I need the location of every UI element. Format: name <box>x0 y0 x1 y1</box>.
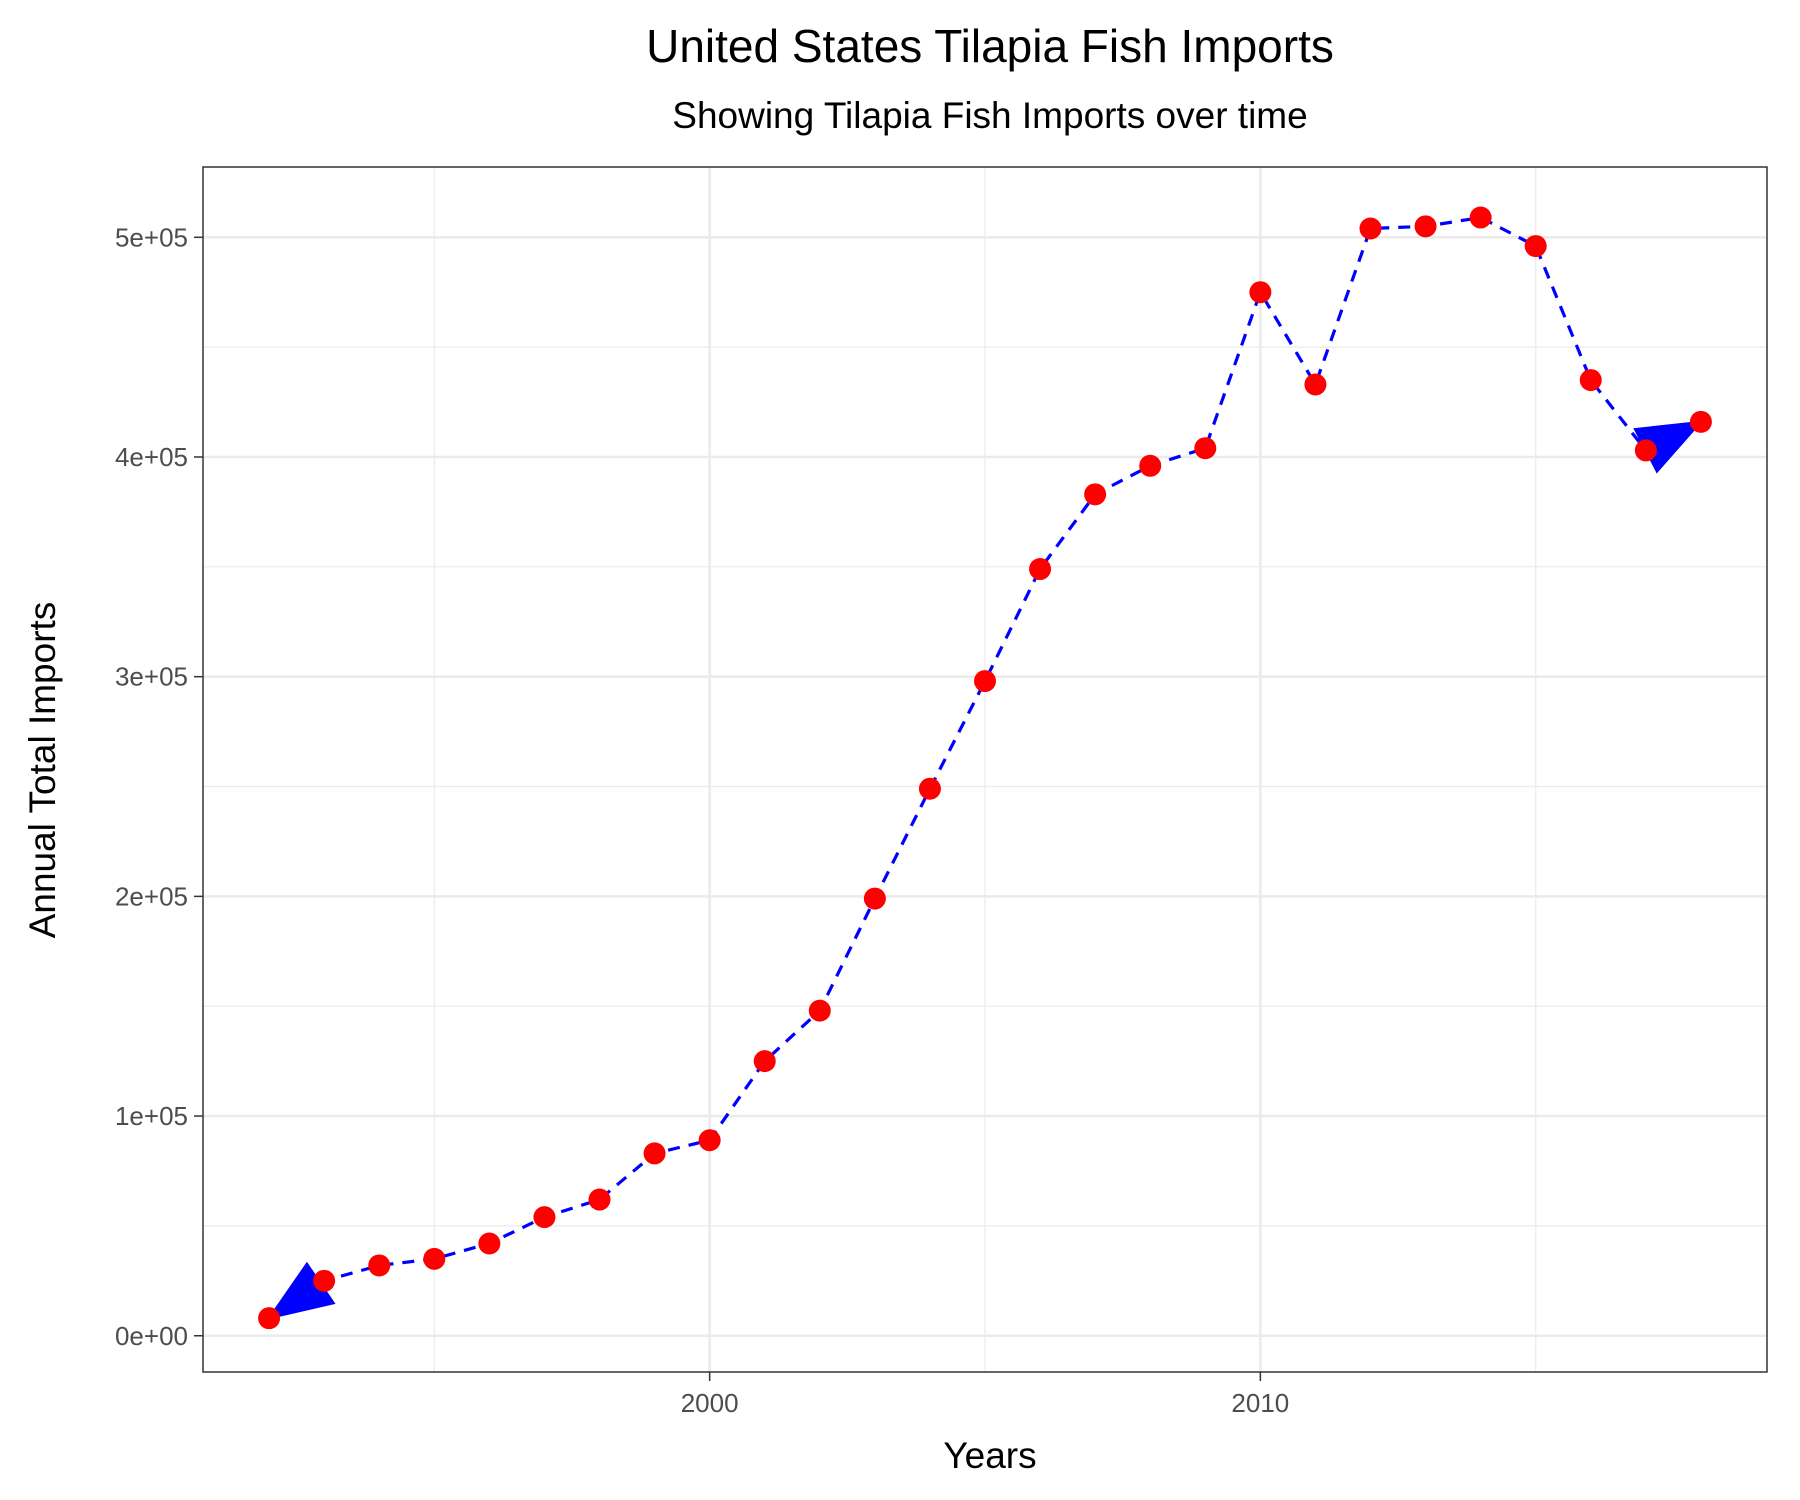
y-tick-label: 5e+05 <box>115 222 188 252</box>
data-point <box>643 1142 666 1165</box>
chart-title: United States Tilapia Fish Imports <box>646 20 1334 72</box>
data-point <box>1579 369 1602 392</box>
x-axis-title: Years <box>943 1435 1036 1476</box>
y-axis-title: Annual Total Imports <box>22 602 63 939</box>
x-tick-label: 2000 <box>681 1388 739 1418</box>
y-axis-ticks: 0e+00 1e+05 2e+05 3e+05 4e+05 5e+05 <box>115 222 203 1351</box>
data-point <box>1634 439 1657 462</box>
plot-border <box>202 166 1768 1373</box>
y-tick-label: 0e+00 <box>115 1321 188 1351</box>
data-point <box>918 777 941 800</box>
y-tick-label: 4e+05 <box>115 442 188 472</box>
data-point <box>1029 558 1052 581</box>
data-point <box>1304 373 1327 396</box>
data-point <box>863 887 886 910</box>
data-point <box>753 1050 776 1073</box>
data-point <box>423 1247 446 1270</box>
data-point <box>313 1269 336 1292</box>
data-point <box>1359 217 1382 240</box>
y-tick-label: 1e+05 <box>115 1101 188 1131</box>
data-point <box>1139 454 1162 477</box>
data-point <box>1414 215 1437 238</box>
data-point <box>1524 235 1547 258</box>
y-tick-label: 2e+05 <box>115 881 188 911</box>
x-tick-label: 2010 <box>1231 1388 1289 1418</box>
y-tick-label: 3e+05 <box>115 662 188 692</box>
data-point <box>1084 483 1107 506</box>
data-point <box>1689 410 1712 433</box>
data-point <box>478 1232 501 1255</box>
data-point <box>588 1188 611 1211</box>
minor-gridlines <box>203 167 1767 1372</box>
data-point <box>1469 206 1492 229</box>
x-axis-ticks: 2000 2010 <box>681 1372 1289 1418</box>
points-layer <box>258 206 1712 1330</box>
data-point <box>974 670 996 693</box>
chart-subtitle: Showing Tilapia Fish Imports over time <box>672 95 1307 136</box>
data-point <box>533 1206 556 1229</box>
data-point <box>1194 437 1217 460</box>
series-line <box>268 215 1702 1320</box>
data-point <box>258 1307 281 1330</box>
data-point <box>808 999 831 1022</box>
data-point <box>1249 281 1272 304</box>
data-point <box>368 1254 391 1277</box>
data-point <box>698 1129 721 1152</box>
